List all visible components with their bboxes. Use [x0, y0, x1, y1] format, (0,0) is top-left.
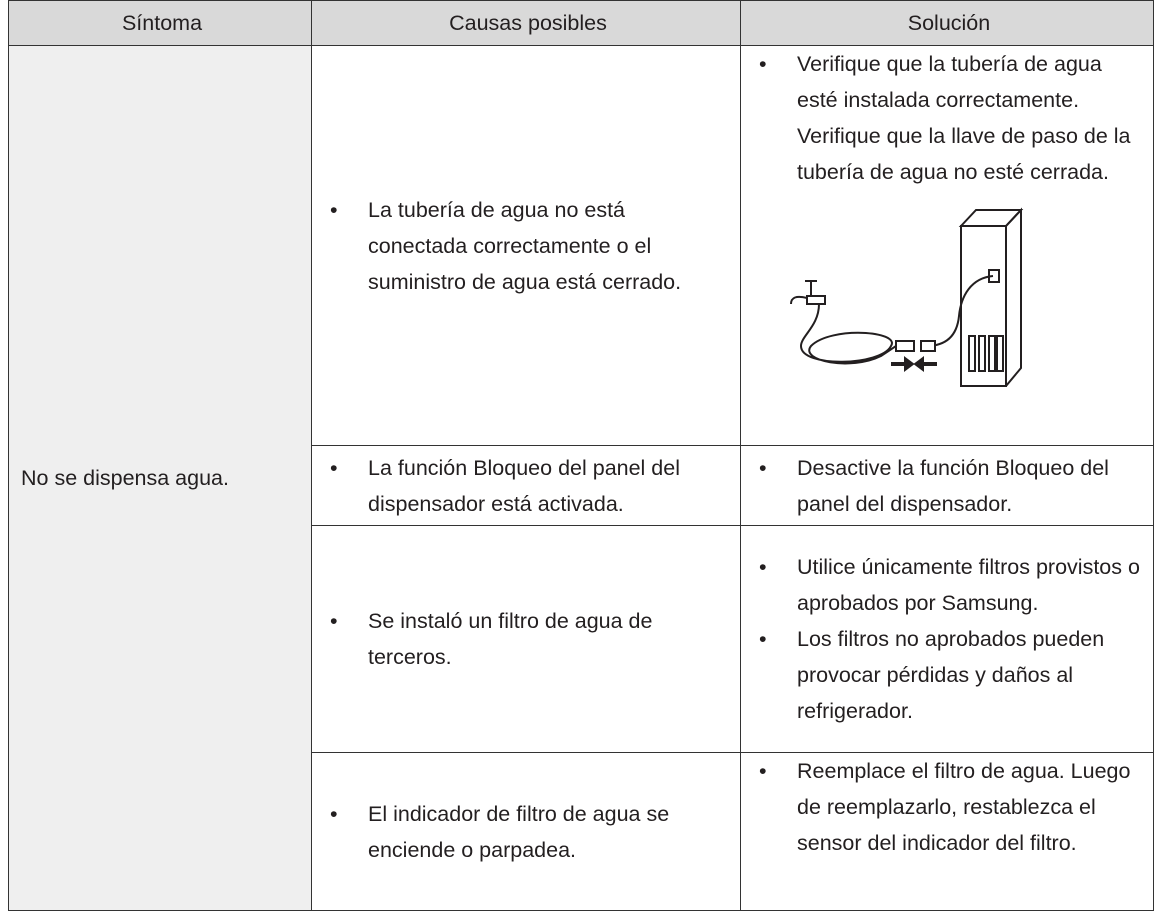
solutions-cell: Desactive la función Bloqueo del panel d…: [740, 445, 1154, 526]
list-item: Se instaló un filtro de agua de terceros…: [328, 603, 728, 675]
troubleshooting-table: Síntoma Causas posibles Solución No se dis…: [8, 0, 1154, 911]
solutions-list: Desactive la función Bloqueo del panel d…: [757, 450, 1141, 522]
causes-cell: La tubería de agua no está conectada cor…: [311, 45, 741, 446]
list-item: Verifique que la tubería de agua esté in…: [757, 46, 1141, 190]
causes-list: Se instaló un filtro de agua de terceros…: [328, 603, 728, 675]
table-row: El indicador de filtro de agua se encien…: [9, 752, 1154, 911]
causes-list: La función Bloqueo del panel del dispens…: [328, 450, 728, 522]
list-item: Reemplace el filtro de agua. Luego de re…: [757, 753, 1141, 861]
list-item: Desactive la función Bloqueo del panel d…: [757, 450, 1141, 522]
water-line-illustration: [790, 207, 1024, 387]
symptom-cell: No se dispensa agua.: [8, 45, 312, 911]
solutions-cell: Utilice únicamente filtros provistos o a…: [740, 525, 1154, 753]
causes-cell: La función Bloqueo del panel del dispens…: [311, 445, 741, 526]
header-row: Síntoma Causas posibles Solución: [8, 0, 1154, 46]
list-item: Los filtros no aprobados pueden provocar…: [757, 621, 1141, 729]
header-cell: Síntoma: [8, 0, 312, 46]
solutions-list: Verifique que la tubería de agua esté in…: [757, 46, 1141, 190]
causes-list: El indicador de filtro de agua se encien…: [328, 796, 728, 868]
table-row: La función Bloqueo del panel del dispens…: [9, 445, 1154, 526]
header-cell: Causas posibles: [311, 0, 741, 46]
list-item: La función Bloqueo del panel del dispens…: [328, 450, 728, 522]
table-body: No se dispensa agua.La tubería de agua n…: [8, 45, 1154, 911]
solutions-cell: Verifique que la tubería de agua esté in…: [740, 45, 1154, 446]
solutions-list: Utilice únicamente filtros provistos o a…: [757, 549, 1141, 729]
table-row: No se dispensa agua.La tubería de agua n…: [8, 45, 1154, 911]
table-row: Se instaló un filtro de agua de terceros…: [9, 525, 1154, 753]
list-item: El indicador de filtro de agua se encien…: [328, 796, 728, 868]
causes-cell: Se instaló un filtro de agua de terceros…: [311, 525, 741, 753]
solutions-list: Reemplace el filtro de agua. Luego de re…: [757, 753, 1141, 861]
list-item: La tubería de agua no está conectada cor…: [328, 192, 728, 300]
header-cell: Solución: [740, 0, 1154, 46]
list-item: Utilice únicamente filtros provistos o a…: [757, 549, 1141, 621]
causes-list: La tubería de agua no está conectada cor…: [328, 192, 728, 300]
solutions-cell: Reemplace el filtro de agua. Luego de re…: [740, 752, 1154, 911]
causes-cell: El indicador de filtro de agua se encien…: [311, 752, 741, 911]
